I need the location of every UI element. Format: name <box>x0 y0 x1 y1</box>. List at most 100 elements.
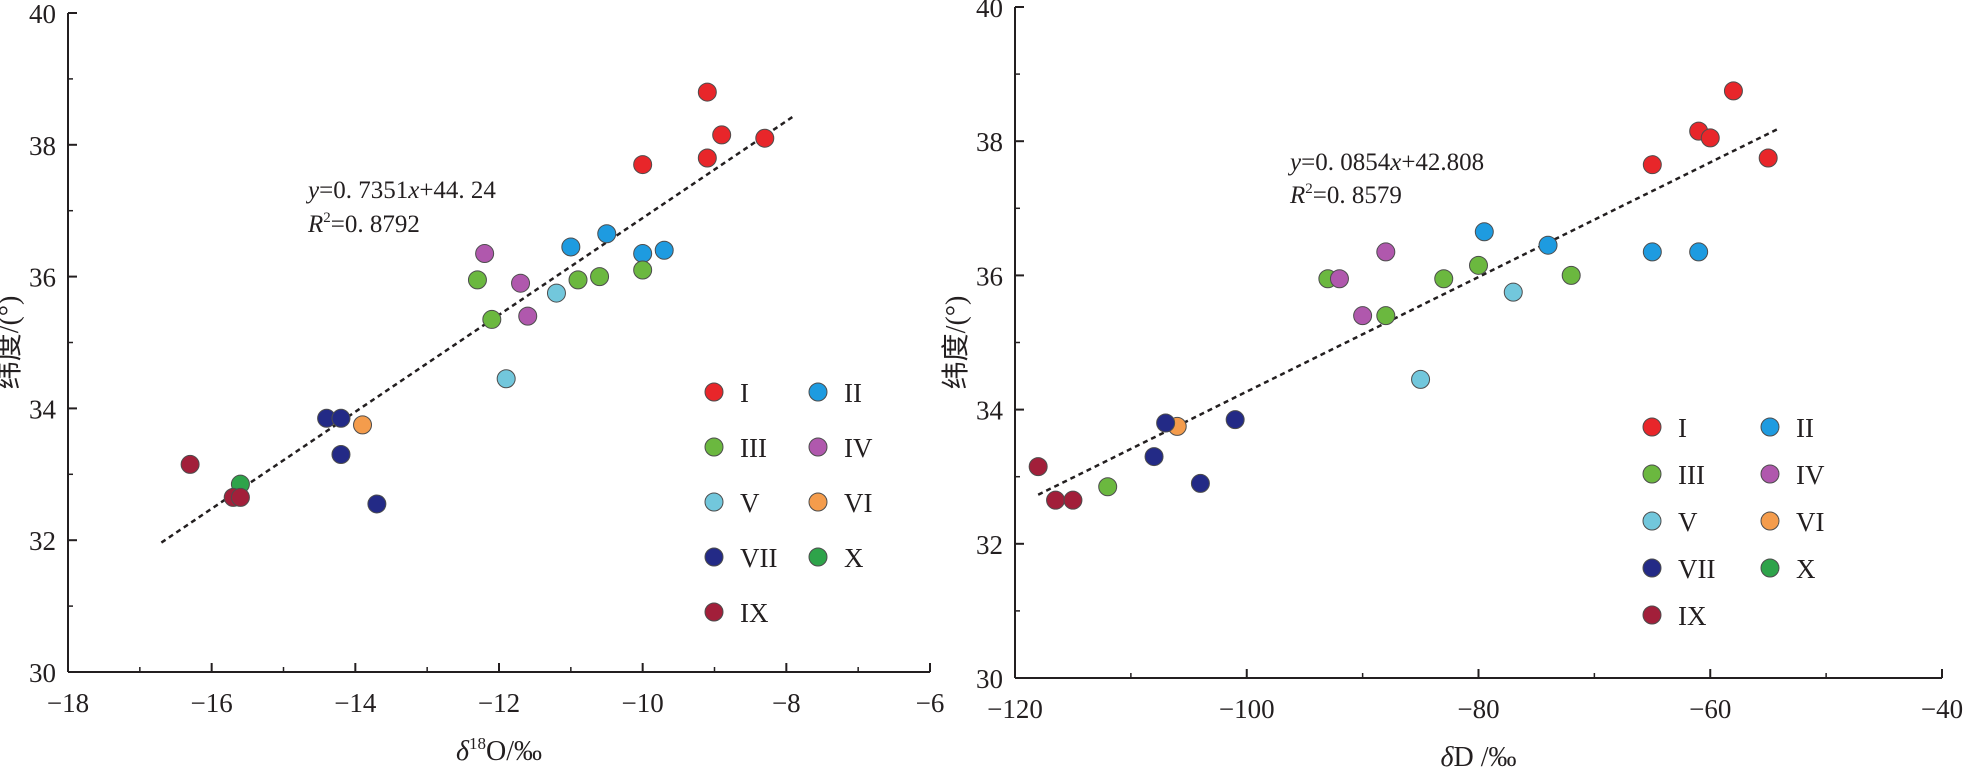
legend-marker-III <box>1642 464 1662 484</box>
x-tick-label: −60 <box>1689 694 1731 724</box>
data-point-II <box>597 224 617 244</box>
data-point-VII <box>1144 447 1164 467</box>
panel-deuterium-isotope: 30 32 34 36 38 40 −120 −100 −80 −60 −40 δD /‰ 纬度/(°)… <box>940 0 1963 773</box>
data-point-IX <box>1028 457 1048 477</box>
y-tick-label: 32 <box>29 526 56 556</box>
x-tick-label: −8 <box>772 688 801 718</box>
data-point-IV <box>1329 269 1349 289</box>
legend-label-III: III <box>1678 460 1705 490</box>
x-axis-title: δD /‰ <box>1440 742 1516 773</box>
data-point-I <box>755 128 775 148</box>
legend-label-IV: IV <box>844 433 873 463</box>
trendline <box>1037 126 1781 496</box>
legend-marker-VII <box>1642 558 1662 578</box>
legend-label-II: II <box>1796 413 1814 443</box>
regression-equation: y=0. 7351x+44. 24 <box>305 177 496 204</box>
x-tick-label: −10 <box>622 688 664 718</box>
x-tick-label: −80 <box>1457 694 1499 724</box>
data-point-III <box>1469 255 1488 275</box>
legend-marker-X <box>808 547 828 567</box>
y-tick-label: 40 <box>976 0 1003 23</box>
y-tick-label: 32 <box>976 530 1003 560</box>
data-point-II <box>1689 242 1709 262</box>
x-tick-label: −16 <box>191 688 233 718</box>
y-tick-label: 34 <box>29 394 57 424</box>
legend-label-IV: IV <box>1796 460 1825 490</box>
y-axis-title: 纬度/(°) <box>0 296 25 390</box>
y-axis-title: 纬度/(°) <box>940 296 972 390</box>
y-tick-label: 34 <box>976 396 1004 426</box>
regression-equation: y=0. 0854x+42.808 <box>1287 149 1484 176</box>
x-tick-label: −18 <box>47 688 89 718</box>
legend-marker-I <box>1642 417 1662 437</box>
legend-label-VI: VI <box>844 488 873 518</box>
legend-label-V: V <box>1678 507 1698 537</box>
data-point-III <box>633 260 653 280</box>
legend-label-I: I <box>740 378 749 408</box>
legend-marker-V <box>704 492 724 512</box>
y-tick-label: 38 <box>29 131 56 161</box>
data-point-VII <box>1156 413 1176 433</box>
legend-marker-VI <box>1760 511 1780 531</box>
data-point-II <box>1474 222 1494 242</box>
legend-label-II: II <box>844 378 862 408</box>
y-tick-label: 40 <box>29 0 56 29</box>
data-point-II <box>1642 242 1662 262</box>
data-point-VII <box>1225 410 1245 430</box>
x-tick-label: −40 <box>1921 694 1963 724</box>
data-point-V <box>1411 369 1431 389</box>
x-tick-label: −120 <box>987 694 1043 724</box>
r-squared: R2=0. 8792 <box>307 210 420 238</box>
x-tick-label: −100 <box>1219 694 1275 724</box>
data-point-V <box>496 369 516 389</box>
y-tick-label: 38 <box>976 127 1003 157</box>
data-point-III <box>467 270 487 290</box>
legend-marker-VI <box>808 492 828 512</box>
data-point-I <box>1700 128 1720 148</box>
data-point-IV <box>1376 242 1396 262</box>
legend-marker-VII <box>704 547 724 567</box>
data-point-VII <box>331 408 351 428</box>
data-point-I <box>712 125 732 145</box>
legend-label-VII: VII <box>740 543 777 573</box>
data-point-VII <box>1190 473 1210 493</box>
data-point-III <box>1376 306 1396 326</box>
data-point-IV <box>475 244 495 264</box>
data-point-II <box>633 244 653 264</box>
data-point-IV <box>511 273 531 293</box>
data-point-III <box>1561 265 1581 285</box>
y-tick-label: 30 <box>29 658 56 688</box>
x-tick-label: −6 <box>916 688 945 718</box>
legend-marker-IV <box>808 437 828 457</box>
y-tick-label: 30 <box>976 664 1003 694</box>
data-point-II <box>654 240 674 260</box>
r-squared: R2=0. 8579 <box>1289 181 1402 209</box>
data-point-III <box>590 267 610 287</box>
legend-marker-I <box>704 382 724 402</box>
legend-marker-II <box>1760 417 1780 437</box>
legend-label-III: III <box>740 433 767 463</box>
data-point-IX <box>1063 490 1083 510</box>
data-point-III <box>1434 269 1454 289</box>
data-point-I <box>697 82 717 102</box>
data-point-IX <box>180 454 200 474</box>
data-point-IV <box>1353 306 1373 326</box>
data-point-III <box>482 309 502 329</box>
data-point-II <box>561 237 581 257</box>
legend-marker-III <box>704 437 724 457</box>
legend-marker-IV <box>1760 464 1780 484</box>
legend-label-VI: VI <box>1796 507 1825 537</box>
data-point-VII <box>331 445 351 465</box>
data-point-IX <box>1046 490 1066 510</box>
data-point-VI <box>353 415 373 435</box>
legend-label-I: I <box>1678 413 1687 443</box>
data-point-III <box>568 270 588 290</box>
y-tick-label: 36 <box>29 263 56 293</box>
legend-label-X: X <box>844 543 864 573</box>
trendline <box>160 115 795 544</box>
data-point-II <box>1538 235 1558 255</box>
x-tick-label: −14 <box>334 688 377 718</box>
legend-label-X: X <box>1796 554 1816 584</box>
legend-marker-II <box>808 382 828 402</box>
data-point-IV <box>518 306 538 326</box>
